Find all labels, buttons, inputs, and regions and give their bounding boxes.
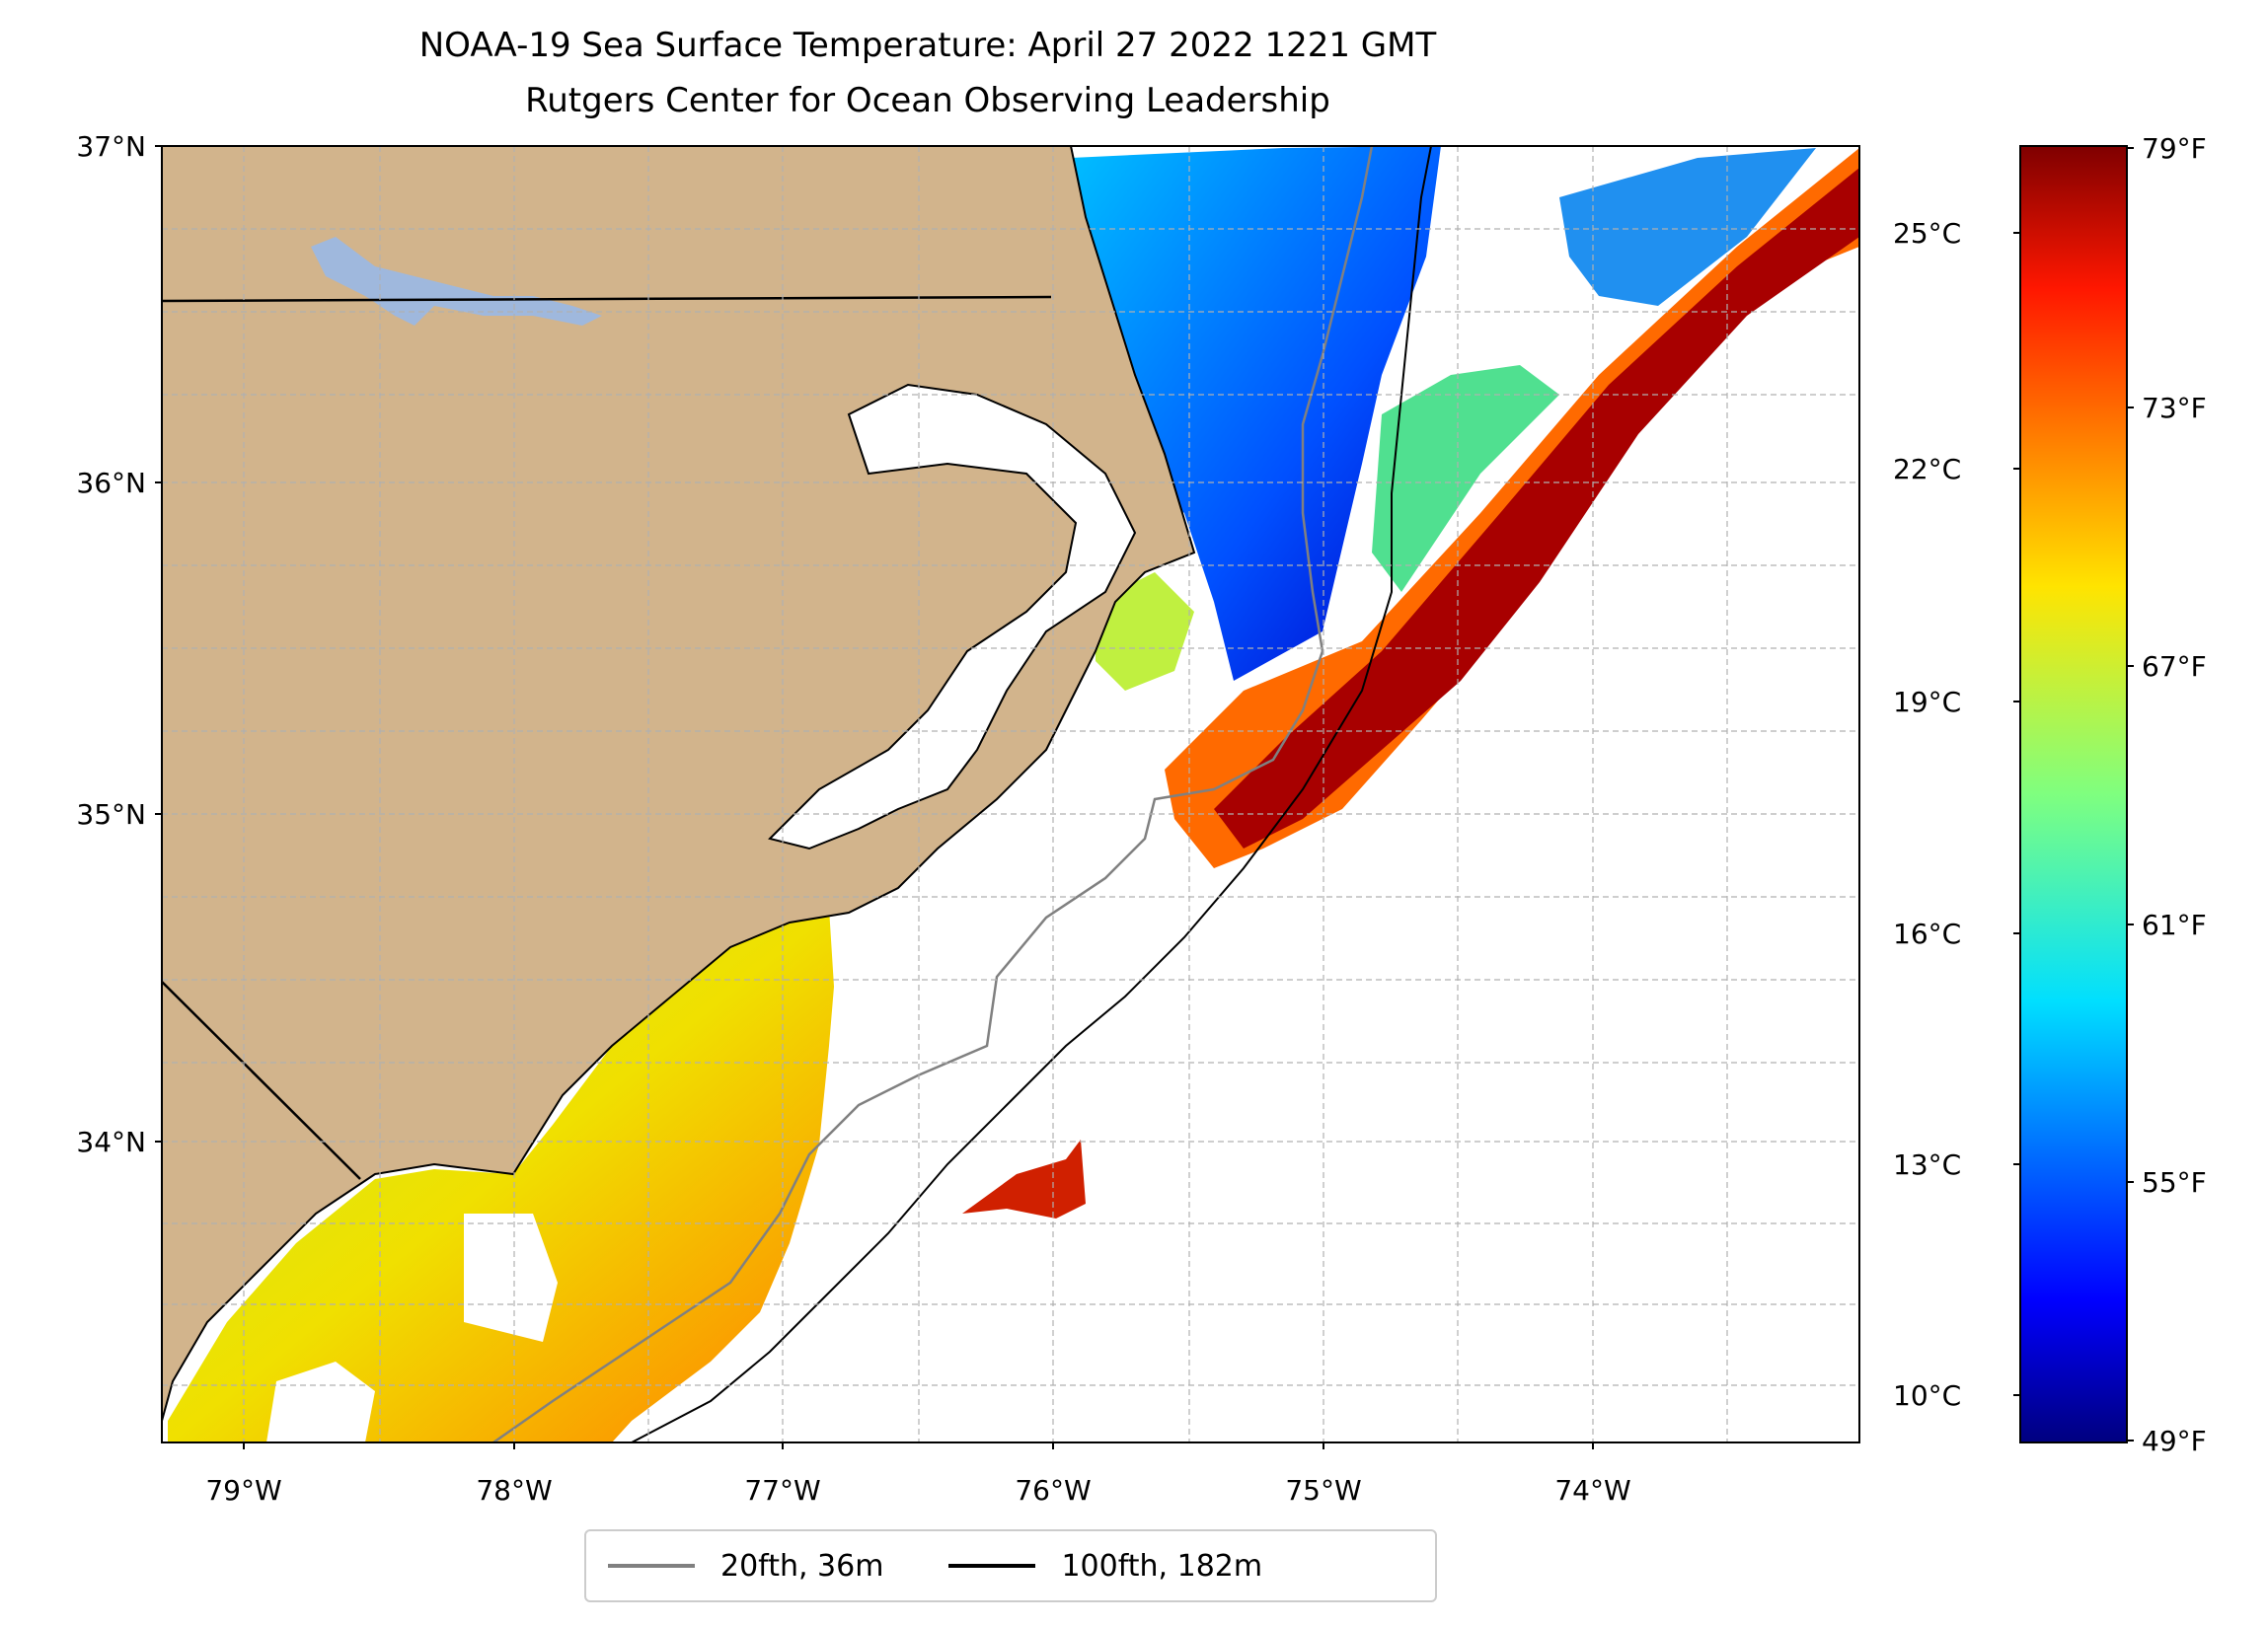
axis-ticks <box>155 145 1594 1449</box>
lon-label-74: 74°W <box>1554 1474 1630 1507</box>
lon-label-78: 78°W <box>476 1474 552 1507</box>
colorbar-ticks <box>2013 147 2134 1441</box>
sst-cold-north <box>1066 146 1441 681</box>
map-frame <box>161 145 1860 1443</box>
sst-green-inlet <box>1096 572 1194 691</box>
colorbar-c-10: 10°C <box>1893 1379 1961 1412</box>
legend-item-100fth: 100fth, 182m <box>948 1549 1262 1584</box>
isobath-legend: 20fth, 36m 100fth, 182m <box>584 1529 1437 1602</box>
colorbar-c-13: 13°C <box>1893 1148 1961 1181</box>
legend-swatch-gray <box>608 1564 695 1568</box>
colorbar-c-22: 22°C <box>1893 453 1961 485</box>
map-subtitle: Rutgers Center for Ocean Observing Leade… <box>525 81 1330 120</box>
sst-cold-northeast <box>1559 148 1816 306</box>
lon-label-76: 76°W <box>1015 1474 1091 1507</box>
colorbar-c-25: 25°C <box>1893 217 1961 250</box>
colorbar-f-55: 55°F <box>2142 1166 2207 1199</box>
state-border-va-nc <box>162 295 1052 303</box>
map-area <box>162 146 1859 1442</box>
albemarle-sound <box>768 383 1137 850</box>
map-title: NOAA-19 Sea Surface Temperature: April 2… <box>418 26 1437 65</box>
isobath-20fth <box>492 146 1374 1442</box>
colorbar-f-67: 67°F <box>2142 650 2207 683</box>
sst-warm-eddy <box>962 1140 1086 1219</box>
lon-label-77: 77°W <box>744 1474 820 1507</box>
legend-label-20fth: 20fth, 36m <box>720 1548 884 1584</box>
sst-south-shelf <box>168 908 834 1442</box>
colorbar <box>2019 145 2128 1443</box>
sst-green-east <box>1372 365 1559 592</box>
colorbar-f-49: 49°F <box>2142 1425 2207 1457</box>
legend-item-20fth: 20fth, 36m <box>608 1549 883 1584</box>
colorbar-c-16: 16°C <box>1893 918 1961 950</box>
kerr-lake <box>311 237 602 326</box>
colorbar-c-19: 19°C <box>1893 686 1961 718</box>
sst-gap-1 <box>464 1214 558 1342</box>
lat-label-36: 36°N <box>76 467 146 499</box>
legend-label-100fth: 100fth, 182m <box>1061 1548 1263 1584</box>
sst-gulfstream-core <box>1214 168 1859 849</box>
sst-gap-2 <box>266 1362 375 1442</box>
colorbar-f-61: 61°F <box>2142 909 2207 941</box>
lon-label-79: 79°W <box>205 1474 281 1507</box>
gridlines <box>162 146 1859 1442</box>
state-border-nc-sc <box>162 981 361 1180</box>
colorbar-f-73: 73°F <box>2142 392 2207 424</box>
colorbar-f-79: 79°F <box>2142 132 2207 165</box>
lat-label-34: 34°N <box>76 1126 146 1158</box>
legend-swatch-black <box>948 1564 1036 1568</box>
lat-label-37: 37°N <box>76 130 146 163</box>
lon-label-75: 75°W <box>1285 1474 1361 1507</box>
lat-label-35: 35°N <box>76 798 146 831</box>
